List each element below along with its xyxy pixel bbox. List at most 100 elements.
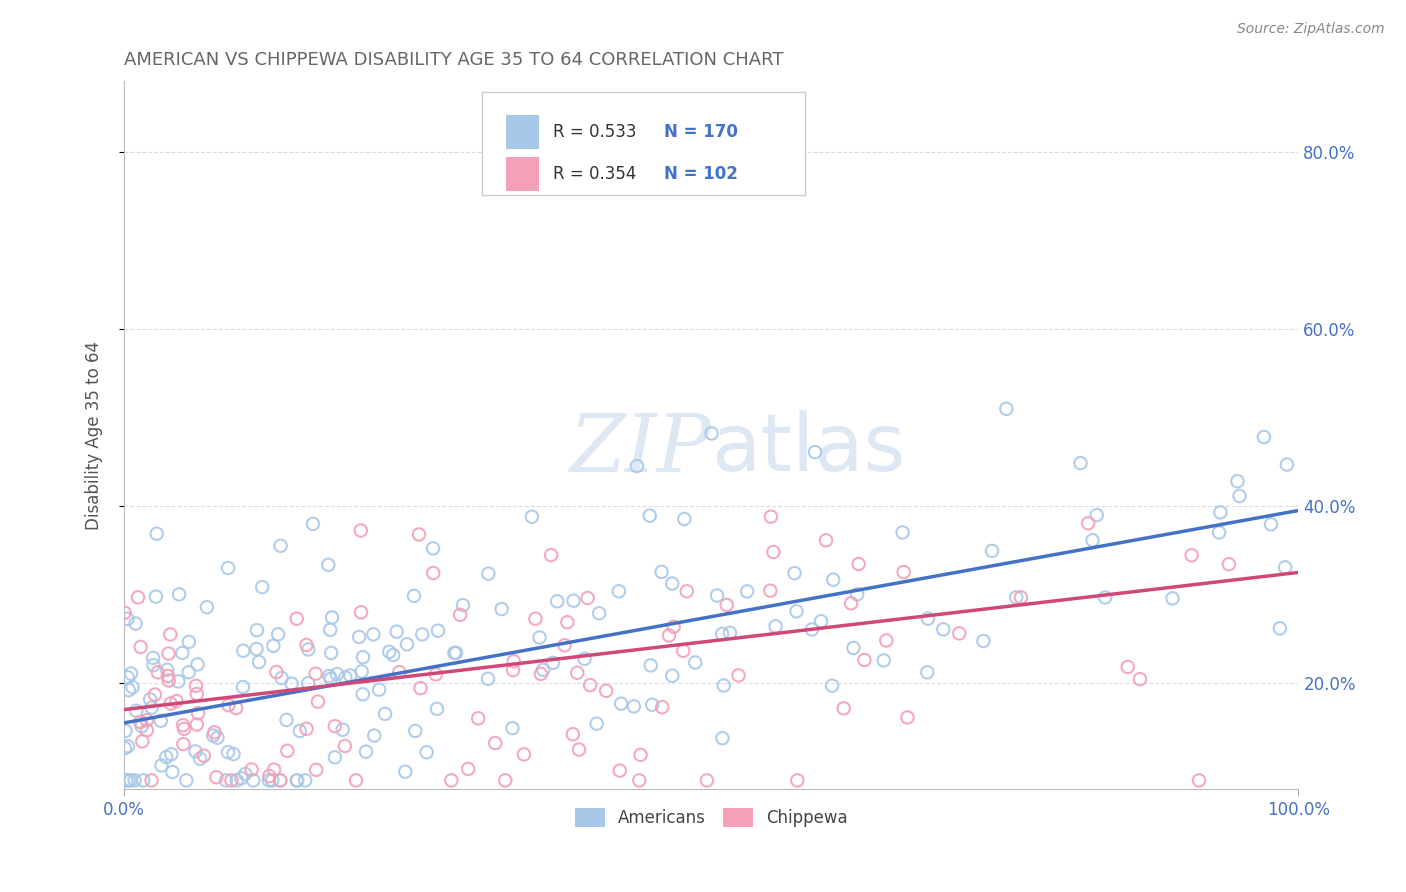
Point (426, 702, 449, 716)
Point (1260, 517, 1282, 532)
Point (651, 565, 673, 579)
Point (132, 773, 155, 788)
Point (173, 722, 195, 736)
Point (785, 604, 807, 618)
Point (159, 697, 181, 711)
Point (352, 650, 374, 665)
Point (218, 698, 240, 713)
Point (368, 682, 391, 697)
Point (225, 773, 247, 788)
Point (217, 745, 239, 759)
Point (502, 663, 524, 677)
Point (609, 764, 631, 778)
Point (706, 589, 728, 603)
Point (141, 700, 163, 714)
Point (411, 627, 433, 641)
Point (1081, 533, 1104, 548)
Point (821, 679, 844, 693)
Point (149, 714, 172, 728)
Point (1188, 773, 1211, 788)
Point (1005, 591, 1028, 605)
Point (350, 605, 373, 619)
Point (842, 640, 865, 655)
Point (385, 624, 408, 639)
Point (145, 590, 167, 604)
Point (159, 627, 181, 641)
Point (156, 669, 179, 683)
Point (378, 645, 401, 659)
Point (184, 744, 207, 758)
Point (422, 541, 444, 556)
Point (142, 658, 165, 673)
Point (350, 524, 373, 538)
Point (114, 606, 136, 620)
Point (307, 695, 329, 709)
Point (1129, 672, 1152, 686)
Point (114, 723, 136, 738)
Point (531, 663, 554, 677)
Point (477, 672, 499, 686)
Point (491, 602, 513, 616)
Point (165, 694, 187, 708)
Point (823, 573, 845, 587)
Point (129, 714, 152, 729)
Point (285, 612, 308, 626)
Point (186, 657, 208, 672)
Point (711, 627, 734, 641)
Point (347, 630, 370, 644)
Text: N = 170: N = 170 (665, 123, 738, 141)
Point (1010, 591, 1032, 605)
Point (117, 670, 139, 684)
Point (853, 653, 876, 667)
Point (443, 646, 465, 660)
Point (395, 637, 418, 651)
Point (145, 526, 167, 541)
Point (404, 723, 426, 738)
Point (294, 773, 316, 788)
Point (477, 566, 499, 581)
Point (288, 723, 311, 738)
Point (259, 769, 281, 783)
Point (628, 773, 651, 788)
Point (176, 773, 198, 788)
Point (374, 706, 396, 721)
Point (117, 612, 139, 626)
Point (139, 692, 162, 706)
Point (718, 625, 741, 640)
Point (562, 593, 585, 607)
Point (352, 687, 374, 701)
Point (610, 697, 633, 711)
Point (529, 631, 551, 645)
Point (316, 558, 339, 572)
Point (332, 723, 354, 737)
Point (623, 699, 645, 714)
Point (972, 634, 994, 648)
Point (661, 668, 683, 682)
Point (1229, 489, 1251, 503)
Point (221, 773, 243, 788)
Point (568, 742, 591, 756)
Point (948, 626, 970, 640)
Text: R = 0.533: R = 0.533 (553, 123, 637, 141)
Text: R = 0.354: R = 0.354 (553, 165, 636, 183)
Point (1161, 591, 1184, 606)
Point (696, 773, 718, 788)
Point (363, 729, 385, 743)
Point (1085, 508, 1108, 522)
Point (595, 683, 617, 698)
Bar (506, 157, 538, 191)
Point (673, 512, 696, 526)
Point (202, 725, 225, 739)
Point (326, 667, 349, 681)
Point (759, 509, 782, 524)
Point (231, 772, 253, 786)
Point (141, 773, 163, 788)
Point (276, 744, 298, 758)
Point (848, 557, 870, 571)
Point (554, 638, 576, 652)
Point (297, 676, 319, 690)
Point (444, 646, 467, 660)
Point (319, 672, 342, 686)
Text: ZIP: ZIP (569, 410, 711, 488)
Point (285, 773, 308, 788)
